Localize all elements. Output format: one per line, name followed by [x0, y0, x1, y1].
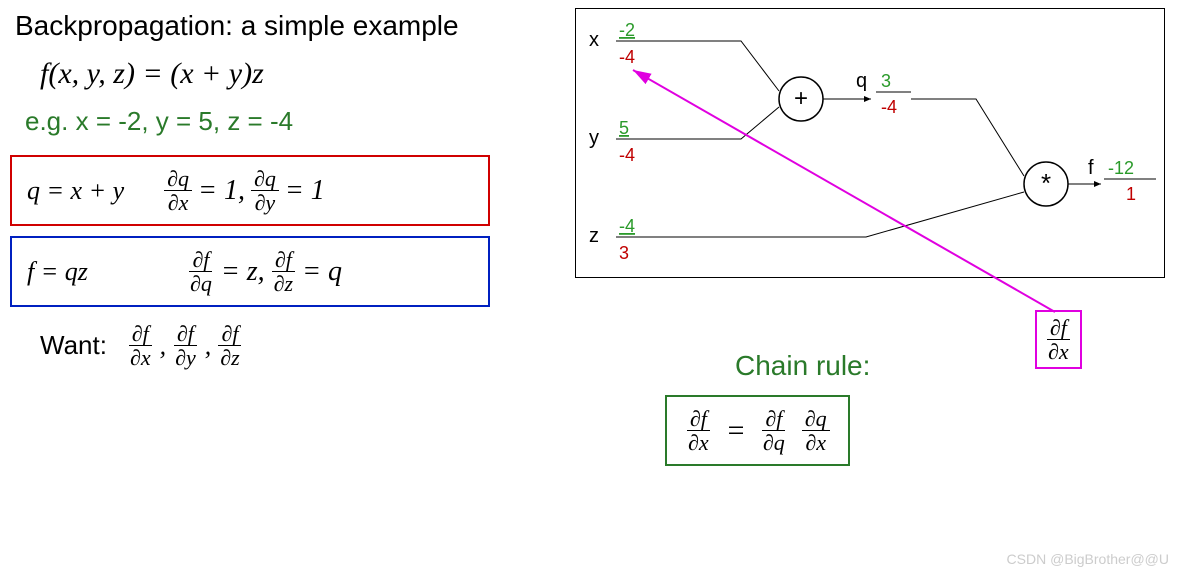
svg-text:+: + — [794, 85, 808, 112]
svg-text:z: z — [589, 225, 599, 247]
equation-q-partials: ∂q∂x = 1, ∂q∂y = 1 — [164, 167, 325, 214]
svg-text:3: 3 — [881, 71, 891, 91]
chain-rule-box: ∂f∂x = ∂f∂q ∂q∂x — [665, 395, 850, 466]
svg-text:f: f — [1088, 157, 1094, 179]
want-line: Want: ∂f∂x, ∂f∂y, ∂f∂z — [40, 322, 1171, 369]
equation-f-box: f = qz ∂f∂q = z, ∂f∂z = q — [10, 236, 490, 307]
svg-text:-4: -4 — [881, 97, 897, 117]
computation-graph: x-2-4y5-4z-43+q3-4*f-121 — [575, 8, 1165, 278]
svg-text:-2: -2 — [619, 20, 635, 40]
equation-f-partials: ∂f∂q = z, ∂f∂z = q — [187, 248, 342, 295]
svg-text:-4: -4 — [619, 47, 635, 67]
watermark: CSDN @BigBrother@@U — [1007, 551, 1169, 567]
svg-text:-12: -12 — [1108, 158, 1134, 178]
svg-text:*: * — [1041, 168, 1051, 198]
dfdx-highlight-box: ∂f∂x — [1035, 310, 1082, 369]
equation-f: f = qz — [27, 257, 147, 287]
svg-text:q: q — [856, 70, 867, 92]
equation-q: q = x + y — [27, 176, 124, 206]
chain-rule-title: Chain rule: — [735, 350, 870, 382]
svg-text:-4: -4 — [619, 145, 635, 165]
svg-text:1: 1 — [1126, 184, 1136, 204]
svg-text:-4: -4 — [619, 216, 635, 236]
svg-text:x: x — [589, 29, 599, 51]
svg-text:3: 3 — [619, 243, 629, 263]
equation-q-box: q = x + y ∂q∂x = 1, ∂q∂y = 1 — [10, 155, 490, 226]
svg-text:y: y — [589, 127, 599, 149]
want-label: Want: — [40, 330, 107, 361]
svg-text:5: 5 — [619, 118, 629, 138]
